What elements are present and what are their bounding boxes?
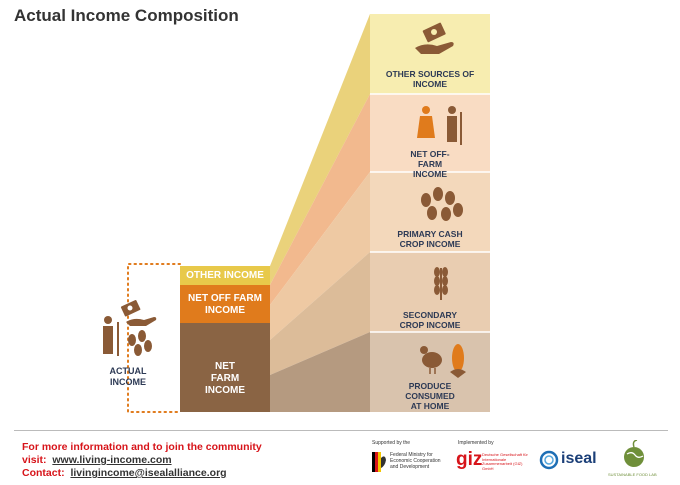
iseal-circle-icon bbox=[539, 450, 559, 470]
fan-other-sources bbox=[270, 14, 370, 285]
column-label-other-sources: OTHER SOURCES OF INCOME bbox=[385, 69, 475, 90]
footer-visit: visit: www.living-income.com bbox=[22, 454, 172, 466]
fan-produce-home bbox=[270, 332, 370, 412]
footer-divider bbox=[14, 430, 668, 431]
page-title: Actual Income Composition bbox=[14, 6, 239, 25]
fan-net-off-farm bbox=[270, 94, 370, 305]
footer-visit-label: visit: bbox=[22, 454, 47, 466]
chicken-corn-icon bbox=[420, 344, 466, 378]
footer-info: For more information and to join the com… bbox=[22, 441, 262, 453]
bmz-text: Federal Ministry for Economic Cooperatio… bbox=[390, 452, 441, 470]
globe-leaf-icon bbox=[624, 440, 644, 467]
fan-secondary-crop bbox=[270, 252, 370, 375]
actual-income-label: ACTUAL INCOME bbox=[109, 366, 147, 387]
bracket bbox=[127, 263, 181, 413]
cocoa-beans-icon bbox=[421, 187, 463, 221]
iseal-logo: iseal bbox=[561, 450, 597, 467]
workers-icon bbox=[417, 106, 462, 145]
stack-net-off-farm bbox=[180, 285, 270, 323]
footer-contact-link[interactable]: livingincome@isealalliance.org bbox=[70, 467, 227, 479]
fan-primary-cash bbox=[270, 172, 370, 340]
german-eagle-icon bbox=[372, 452, 386, 472]
implemented-by-text: Implemented by bbox=[458, 440, 494, 446]
footer-visit-link[interactable]: www.living-income.com bbox=[52, 454, 172, 466]
giz-logo: giz bbox=[456, 449, 483, 470]
money-hand-icon bbox=[415, 22, 454, 54]
column-label-produce-home: PRODUCE CONSUMED AT HOME bbox=[405, 381, 455, 412]
stack-net-farm bbox=[180, 323, 270, 412]
stack-label-net-off-farm: NET OFF FARM INCOME bbox=[188, 293, 262, 316]
stack-other-income bbox=[180, 266, 270, 285]
stack-label-other-income: OTHER INCOME bbox=[186, 270, 264, 281]
column-label-net-off-farm: NET OFF-FARM INCOME bbox=[410, 149, 450, 180]
column-label-secondary-crop: SECONDARY CROP INCOME bbox=[399, 310, 461, 331]
footer-contact-label: Contact: bbox=[22, 467, 65, 479]
cocoa-beans-icon bbox=[128, 330, 152, 356]
column-label-primary-cash: PRIMARY CASH CROP INCOME bbox=[397, 229, 463, 250]
footer-contact: Contact: livingincome@isealalliance.org bbox=[22, 467, 227, 479]
giz-sub-text: Deutsche Gesellschaft für Internationale… bbox=[482, 452, 528, 471]
stack-label-net-farm: NET FARM INCOME bbox=[205, 361, 245, 396]
supported-by-text: Supported by the bbox=[372, 440, 411, 446]
column-band-secondary bbox=[370, 252, 490, 332]
farmer-icon bbox=[103, 316, 119, 356]
sfl-text: SUSTAINABLE FOOD LAB bbox=[608, 472, 657, 477]
money-hand-icon bbox=[120, 299, 157, 326]
wheat-icon bbox=[434, 267, 448, 300]
